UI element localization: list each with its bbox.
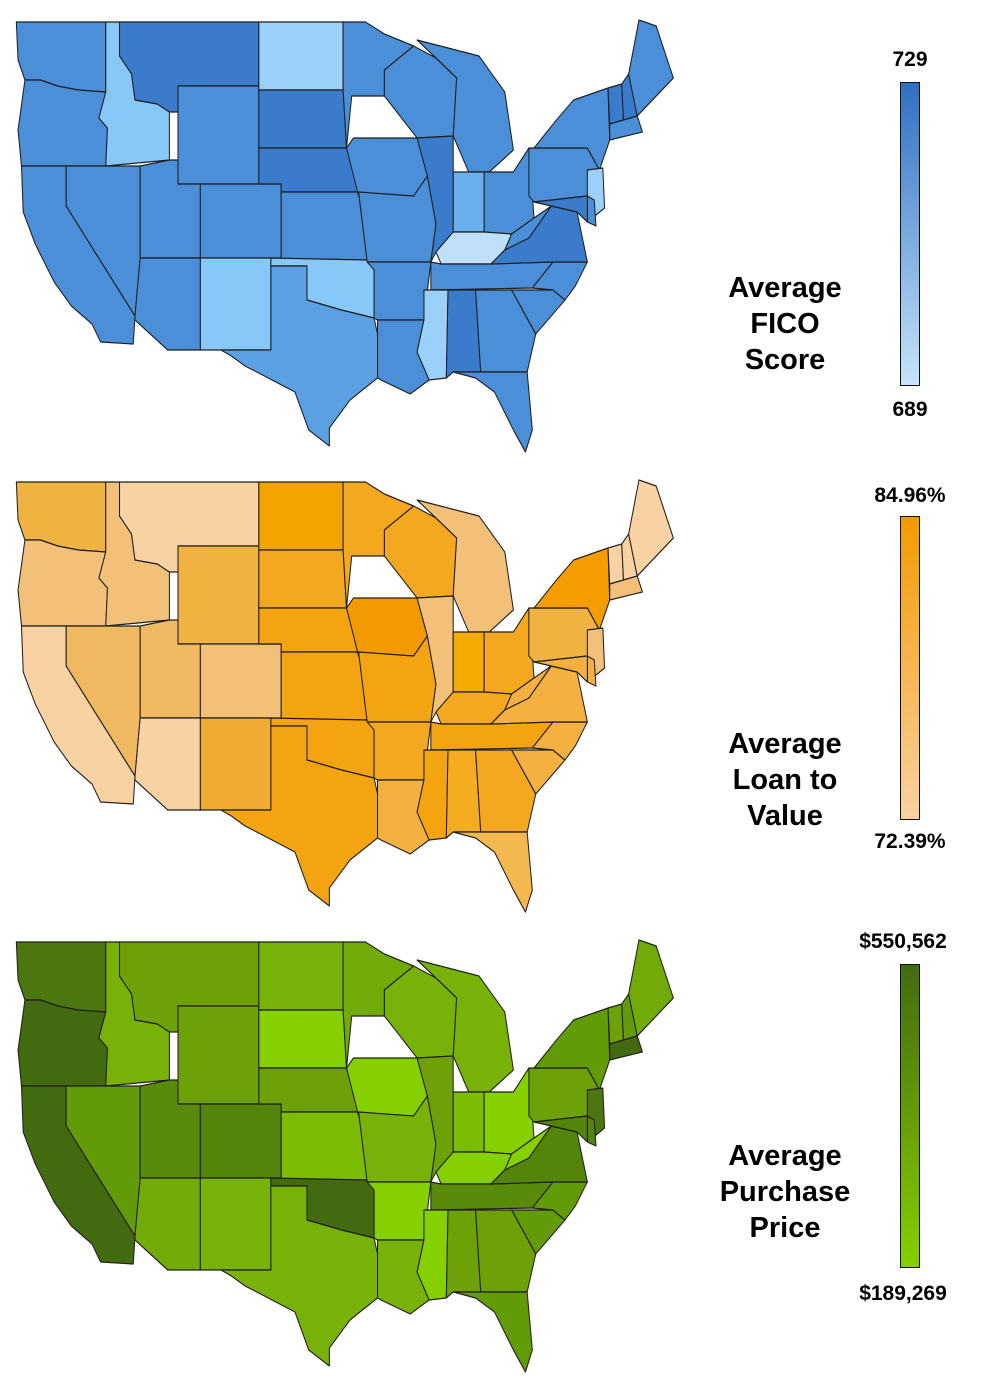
state-sd [258, 549, 348, 609]
state-ks [280, 191, 368, 261]
state-az [134, 257, 201, 351]
state-md [533, 1115, 588, 1143]
price-color-scale [900, 964, 920, 1268]
state-nm [199, 1177, 272, 1271]
fico-color-scale [900, 82, 920, 386]
ltv-color-scale [900, 516, 920, 820]
state-ar [366, 1181, 432, 1241]
ltv-scale-min: 72.39% [874, 830, 946, 853]
state-wv [504, 205, 552, 251]
state-al [445, 749, 482, 839]
us-map-fico [15, 19, 674, 453]
state-vt [607, 543, 624, 585]
state-wy [177, 545, 260, 645]
us-map-price [15, 939, 674, 1373]
state-ia [346, 597, 428, 657]
price-scale-max: $550,562 [859, 930, 947, 953]
state-nd [258, 941, 344, 1011]
ltv-scale-max: 84.96% [874, 484, 946, 507]
fico-panel: Average FICO Score 729 689 [0, 0, 1000, 460]
state-in [452, 1091, 485, 1153]
state-ga [475, 749, 537, 833]
state-il [416, 135, 454, 263]
state-md [533, 195, 588, 223]
caption-line-2: Loan to [732, 764, 838, 796]
caption-line-1: Average [728, 728, 842, 760]
state-ga [475, 1209, 537, 1293]
state-co [199, 183, 282, 259]
state-de [586, 195, 597, 227]
state-il [416, 595, 454, 723]
state-ma [609, 115, 643, 141]
state-me [628, 19, 674, 117]
ltv-caption: Average Loan to Value [690, 726, 880, 834]
state-tx [220, 1185, 379, 1367]
state-wy [177, 85, 260, 185]
state-wv [504, 665, 552, 711]
caption-line-2: Purchase [719, 1176, 851, 1208]
state-az [134, 717, 201, 811]
states-group [15, 939, 674, 1373]
state-ks [280, 651, 368, 721]
state-nm [199, 257, 272, 351]
state-az [134, 1177, 201, 1271]
state-ar [366, 721, 432, 781]
state-ga [475, 289, 537, 373]
state-vt [607, 83, 624, 125]
caption-line-1: Average [728, 1140, 842, 1172]
state-ma [609, 1035, 643, 1061]
state-or [17, 79, 108, 167]
state-co [199, 643, 282, 719]
state-md [533, 655, 588, 683]
state-in [452, 631, 485, 693]
state-fl [452, 831, 533, 913]
state-ia [346, 137, 428, 197]
price-scale-min: $189,269 [859, 1282, 947, 1305]
state-vt [607, 1003, 624, 1045]
state-in [452, 171, 485, 233]
state-nd [258, 481, 344, 551]
caption-line-3: Score [744, 344, 826, 376]
state-fl [452, 1291, 533, 1373]
caption-line-3: Value [747, 800, 823, 832]
state-al [445, 1209, 482, 1299]
fico-caption: Average FICO Score [690, 270, 880, 378]
state-ks [280, 1111, 368, 1181]
state-il [416, 1055, 454, 1183]
price-panel: Average Purchase Price $550,562 $189,269 [0, 920, 1000, 1375]
state-ma [609, 575, 643, 601]
ltv-panel: Average Loan to Value 84.96% 72.39% [0, 460, 1000, 920]
state-wv [504, 1125, 552, 1171]
state-al [445, 289, 482, 379]
state-or [17, 539, 108, 627]
state-me [628, 479, 674, 577]
state-tx [220, 725, 379, 907]
caption-line-1: Average [728, 272, 842, 304]
fico-scale-min: 689 [892, 398, 928, 421]
state-ia [346, 1057, 428, 1117]
state-sd [258, 1009, 348, 1069]
state-nd [258, 21, 344, 91]
state-de [586, 1115, 597, 1147]
state-de [586, 655, 597, 687]
fico-scale-max: 729 [892, 48, 928, 71]
state-nm [199, 717, 272, 811]
caption-line-3: Price [749, 1212, 821, 1244]
state-co [199, 1103, 282, 1179]
state-fl [452, 371, 533, 453]
state-or [17, 999, 108, 1087]
state-ar [366, 261, 432, 321]
states-group [15, 479, 674, 913]
states-group [15, 19, 674, 453]
caption-line-2: FICO [750, 308, 820, 340]
state-me [628, 939, 674, 1037]
state-wy [177, 1005, 260, 1105]
state-sd [258, 89, 348, 149]
state-tx [220, 265, 379, 447]
us-map-ltv [15, 479, 674, 913]
price-caption: Average Purchase Price [690, 1138, 880, 1246]
